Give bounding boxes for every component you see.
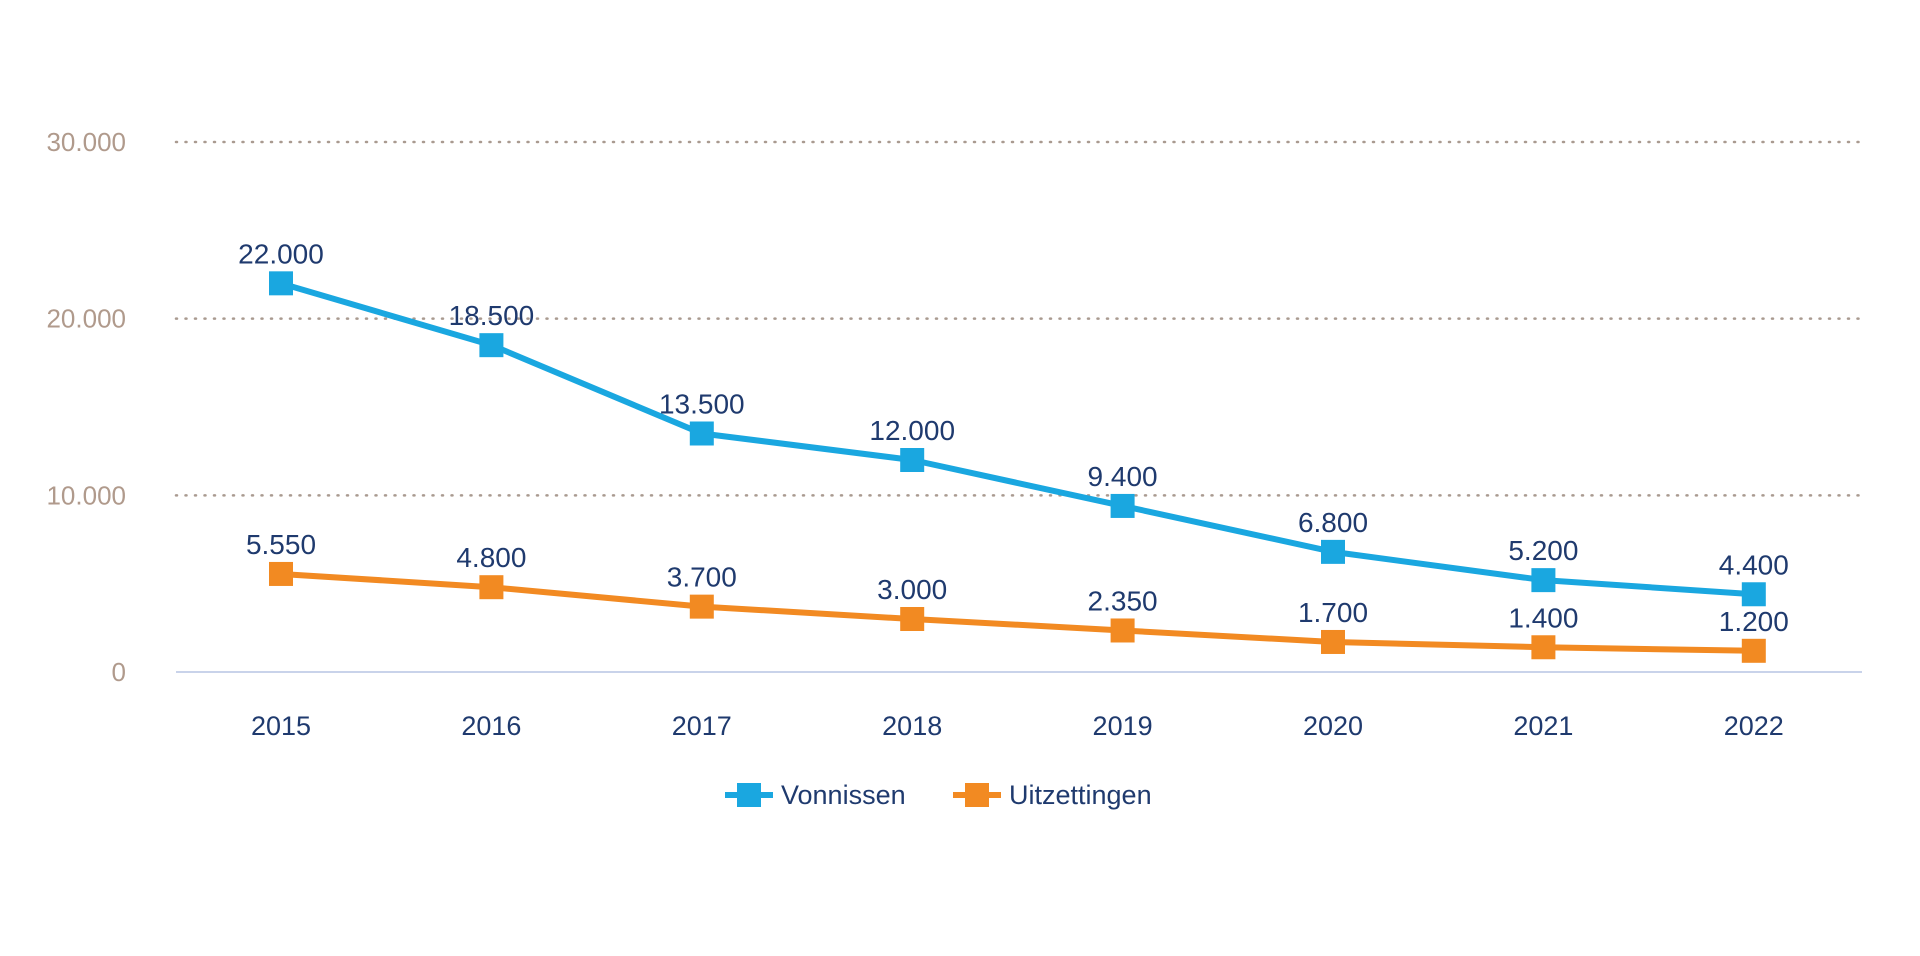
data-point-uitzettingen bbox=[1321, 629, 1345, 654]
data-label-vonnissen: 12.000 bbox=[869, 415, 955, 446]
data-labels: 22.000 18.500 13.500 12.000 9.400 6.800 5.200 4… bbox=[238, 238, 1789, 636]
data-point-uitzettingen bbox=[1110, 618, 1135, 643]
data-label-vonnissen: 18.500 bbox=[449, 300, 535, 331]
x-tick-label: 2022 bbox=[1724, 711, 1784, 741]
x-tick-label: 2020 bbox=[1303, 711, 1363, 741]
data-label-uitzettingen: 2.350 bbox=[1088, 585, 1158, 616]
data-point-uitzettingen bbox=[1741, 638, 1766, 663]
legend-item-uitzettingen: Uitzettingen bbox=[953, 780, 1152, 810]
data-point-vonnissen bbox=[689, 421, 714, 446]
data-point-vonnissen bbox=[1110, 493, 1135, 518]
data-label-uitzettingen: 5.550 bbox=[246, 529, 316, 560]
data-label-uitzettingen: 1.200 bbox=[1719, 606, 1789, 637]
data-point-vonnissen bbox=[1741, 582, 1766, 607]
data-label-uitzettingen: 1.400 bbox=[1508, 602, 1578, 633]
data-label-uitzettingen: 3.700 bbox=[667, 562, 737, 593]
legend-item-vonnissen: Vonnissen bbox=[725, 780, 906, 810]
legend: Vonnissen Uitzettingen bbox=[725, 780, 1152, 810]
x-tick-label: 2019 bbox=[1093, 711, 1153, 741]
y-axis: 0 10.000 20.000 30.000 bbox=[46, 127, 126, 687]
data-label-uitzettingen: 3.000 bbox=[877, 574, 947, 605]
data-point-vonnissen bbox=[1321, 539, 1345, 564]
y-tick-label: 10.000 bbox=[46, 480, 126, 510]
legend-marker bbox=[965, 783, 989, 807]
series-line-vonnissen bbox=[278, 280, 1757, 598]
data-label-vonnissen: 4.400 bbox=[1719, 549, 1789, 580]
x-tick-label: 2018 bbox=[882, 711, 942, 741]
series-lines bbox=[269, 271, 1766, 663]
data-label-vonnissen: 5.200 bbox=[1508, 535, 1578, 566]
data-label-vonnissen: 22.000 bbox=[238, 238, 324, 269]
y-tick-label: 20.000 bbox=[46, 304, 126, 334]
data-label-uitzettingen: 1.700 bbox=[1298, 597, 1368, 628]
data-point-uitzettingen bbox=[479, 575, 504, 600]
data-point-vonnissen bbox=[900, 448, 925, 472]
legend-label: Uitzettingen bbox=[1009, 780, 1152, 810]
data-label-vonnissen: 9.400 bbox=[1088, 461, 1158, 492]
data-point-vonnissen bbox=[269, 271, 293, 296]
data-point-uitzettingen bbox=[1531, 635, 1556, 660]
gridlines bbox=[174, 140, 1864, 673]
x-tick-label: 2017 bbox=[672, 711, 732, 741]
y-tick-label: 30.000 bbox=[46, 127, 126, 157]
data-point-vonnissen bbox=[1531, 568, 1556, 593]
legend-marker bbox=[737, 783, 761, 807]
data-label-uitzettingen: 4.800 bbox=[456, 542, 526, 573]
data-point-uitzettingen bbox=[900, 607, 925, 631]
x-tick-label: 2015 bbox=[251, 711, 311, 741]
data-point-uitzettingen bbox=[689, 594, 714, 619]
data-point-uitzettingen bbox=[269, 561, 293, 586]
x-tick-label: 2016 bbox=[461, 711, 521, 741]
series-line-uitzettingen bbox=[278, 570, 1757, 654]
legend-label: Vonnissen bbox=[781, 780, 906, 810]
data-point-vonnissen bbox=[479, 333, 504, 358]
data-label-vonnissen: 6.800 bbox=[1298, 507, 1368, 538]
y-tick-label: 0 bbox=[112, 657, 126, 687]
x-axis: 2015 2016 2017 2018 2019 2020 2021 2022 bbox=[251, 711, 1784, 741]
x-tick-label: 2021 bbox=[1513, 711, 1573, 741]
data-label-vonnissen: 13.500 bbox=[659, 389, 745, 420]
